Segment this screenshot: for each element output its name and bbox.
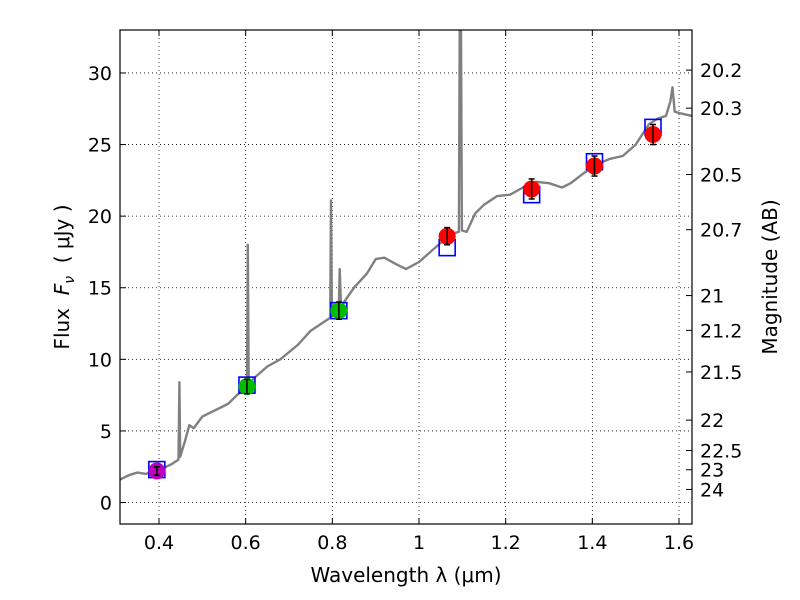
y-axis-label: Flux Fν ( μJy ) [50,204,78,349]
y-tick-label: 15 [88,278,112,300]
magnitude-tick-label: 20.7 [700,220,742,242]
x-tick-label: 1.4 [577,532,607,554]
magnitude-tick-label: 20.5 [700,164,742,186]
x-tick-label: 0.8 [317,532,347,554]
plot-frame [119,29,693,525]
y-axis: 0 5 10 15 20 25 30 [88,63,126,515]
y-axis-label-suffix: ( μJy ) [50,204,74,276]
magnitude-axis-label: Magnitude (AB) [758,199,782,354]
magnitude-tick-label: 22 [700,410,724,432]
magnitude-tick-label: 21.2 [700,320,742,342]
x-tick-label: 1.6 [664,532,694,554]
x-tick-label: 0.6 [231,532,261,554]
y-axis-label-symbol: F [50,283,74,295]
y-axis-label-subscript: ν [62,276,78,284]
observed-photometry-layer [148,123,662,480]
x-tick-label: 1 [413,532,425,554]
spectrum-layer [120,30,692,481]
y-tick-label: 5 [100,421,112,443]
grid-lines [120,30,692,524]
magnitude-tick-label: 21 [700,286,724,308]
magnitude-tick-label: 23 [700,460,724,482]
x-tick-label: 1.2 [491,532,521,554]
y-tick-label: 10 [88,349,112,371]
x-tick-label: 0.4 [144,532,174,554]
x-axis-label: Wavelength λ (μm) [310,563,501,587]
x-axis: 0.4 0.6 0.8 1 1.2 1.4 1.6 [144,30,694,554]
magnitude-tick-label: 20.2 [700,60,742,82]
y-tick-label: 25 [88,135,112,157]
y-tick-label: 30 [88,63,112,85]
y-tick-label: 20 [88,206,112,228]
magnitude-tick-label: 24 [700,479,724,501]
magnitude-tick-label: 22.5 [700,441,742,463]
y-axis-label-prefix: Flux [50,295,74,349]
magnitude-tick-label: 20.3 [700,98,742,120]
magnitude-tick-label: 21.5 [700,362,742,384]
y-tick-label: 0 [100,493,112,515]
spectrum-line [120,30,692,481]
